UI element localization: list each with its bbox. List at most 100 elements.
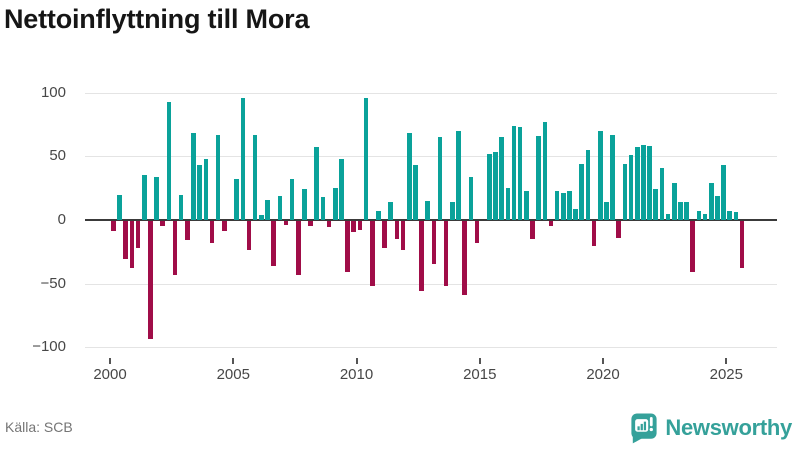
bar-2000Q1 (111, 221, 116, 232)
bar-2002Q2 (166, 101, 172, 220)
bar-2019Q3 (591, 221, 597, 247)
bar-2004Q3 (222, 221, 227, 232)
bar-2019Q1 (579, 163, 585, 220)
bar-2017Q3 (542, 121, 548, 220)
y-tick-label: 50 (49, 147, 66, 165)
bar-2014Q2 (462, 221, 467, 295)
bar-2012Q2 (413, 165, 418, 220)
bar-2022Q3 (665, 213, 671, 220)
bar-2005Q4 (252, 134, 258, 220)
bar-2003Q2 (191, 133, 196, 220)
x-tick-label: 2020 (586, 366, 620, 383)
bar-2015Q3 (493, 152, 498, 220)
bar-2024Q2 (708, 183, 714, 220)
bar-2016Q1 (505, 188, 511, 220)
bar-2017Q1 (530, 221, 535, 239)
bar-2010Q1 (357, 221, 363, 230)
bar-2022Q1 (653, 189, 659, 220)
bar-2021Q1 (628, 155, 634, 220)
bar-2014Q4 (474, 221, 480, 243)
bar-2001Q1 (135, 221, 141, 248)
bar-2025Q1 (727, 211, 732, 220)
bar-2018Q3 (567, 190, 572, 220)
bar-2011Q1 (382, 221, 387, 248)
bar-2006Q3 (271, 221, 276, 266)
bar-2008Q4 (326, 221, 332, 228)
bar-2006Q1 (259, 214, 264, 220)
bar-2011Q3 (394, 221, 400, 239)
x-tick-label: 2015 (463, 366, 497, 383)
bar-2014Q1 (456, 130, 461, 220)
bar-2025Q2 (733, 212, 739, 220)
bar-2016Q4 (524, 190, 529, 220)
bar-2012Q4 (425, 200, 430, 220)
x-tick-mark (602, 358, 605, 364)
bar-2005Q3 (246, 221, 252, 251)
bar-2006Q2 (265, 199, 270, 220)
bar-2010Q4 (376, 211, 381, 220)
bar-2010Q3 (369, 221, 375, 286)
bar-2023Q3 (690, 221, 696, 272)
bar-2022Q4 (671, 183, 677, 220)
bar-2024Q4 (721, 165, 726, 220)
bar-2009Q3 (345, 221, 350, 272)
bar-2002Q3 (172, 221, 178, 275)
bar-2020Q2 (610, 134, 615, 220)
x-tick-label: 2000 (93, 366, 127, 383)
x-tick-label: 2010 (339, 366, 374, 383)
bar-2024Q1 (702, 213, 708, 220)
y-tick-label: −100 (32, 338, 66, 356)
bar-2011Q4 (400, 221, 406, 251)
bar-2000Q2 (117, 194, 122, 220)
bar-2013Q1 (431, 221, 437, 265)
bar-2004Q1 (209, 221, 215, 243)
bar-2001Q3 (148, 221, 153, 340)
net-migration-bar-chart: 100 50 0 −50 −100 2000 2005 2010 2015 2020 2025 (32, 83, 777, 383)
bar-2015Q2 (487, 153, 492, 220)
y-tick-label: −50 (40, 274, 66, 292)
bar-2017Q4 (548, 221, 554, 227)
x-tick-label: 2005 (216, 366, 250, 383)
zero-axis-line (85, 219, 777, 221)
bar-2012Q1 (406, 133, 412, 220)
bar-2021Q3 (641, 144, 646, 220)
source-credit: Källa: SCB (5, 419, 73, 435)
gridline (85, 283, 777, 285)
bar-2015Q4 (499, 137, 504, 220)
bar-2006Q4 (277, 195, 283, 220)
bar-2023Q2 (684, 202, 689, 220)
bar-2000Q4 (129, 221, 135, 269)
bar-2003Q3 (197, 165, 202, 220)
page-title: Nettoinflyttning till Mora (4, 4, 310, 34)
bar-2003Q1 (185, 221, 190, 241)
bar-2009Q1 (332, 188, 338, 220)
bar-2010Q2 (363, 97, 369, 220)
bar-2016Q3 (517, 126, 523, 220)
bar-2002Q1 (160, 221, 165, 227)
bar-2013Q2 (437, 137, 443, 220)
bar-2019Q4 (597, 130, 603, 220)
bar-2023Q1 (678, 202, 683, 220)
bar-2009Q4 (351, 221, 357, 233)
x-tick-label: 2025 (709, 366, 743, 383)
newsworthy-brand-link[interactable]: Newsworthy (630, 412, 792, 444)
bar-2007Q3 (295, 221, 301, 275)
bar-2008Q1 (308, 221, 313, 227)
x-tick-mark (109, 358, 111, 364)
x-tick-mark (355, 358, 358, 364)
bar-2021Q4 (647, 146, 652, 220)
bar-2014Q3 (468, 176, 474, 220)
bar-2024Q3 (715, 195, 720, 220)
x-tick-mark (478, 358, 481, 364)
bar-2017Q2 (536, 135, 541, 220)
bar-2008Q3 (320, 197, 326, 220)
y-tick-label: 100 (40, 83, 66, 101)
bar-2009Q2 (339, 158, 344, 220)
bar-2025Q3 (739, 221, 745, 269)
bar-2004Q2 (215, 134, 221, 220)
newsworthy-logo-icon (631, 413, 658, 444)
bar-2022Q2 (659, 167, 665, 220)
bar-2020Q4 (622, 163, 628, 220)
bar-2013Q3 (443, 221, 449, 286)
bar-2003Q4 (203, 158, 209, 220)
